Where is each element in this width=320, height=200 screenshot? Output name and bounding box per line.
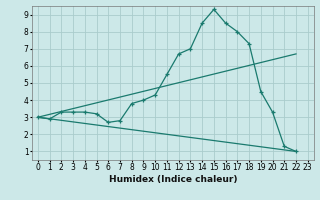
X-axis label: Humidex (Indice chaleur): Humidex (Indice chaleur): [108, 175, 237, 184]
